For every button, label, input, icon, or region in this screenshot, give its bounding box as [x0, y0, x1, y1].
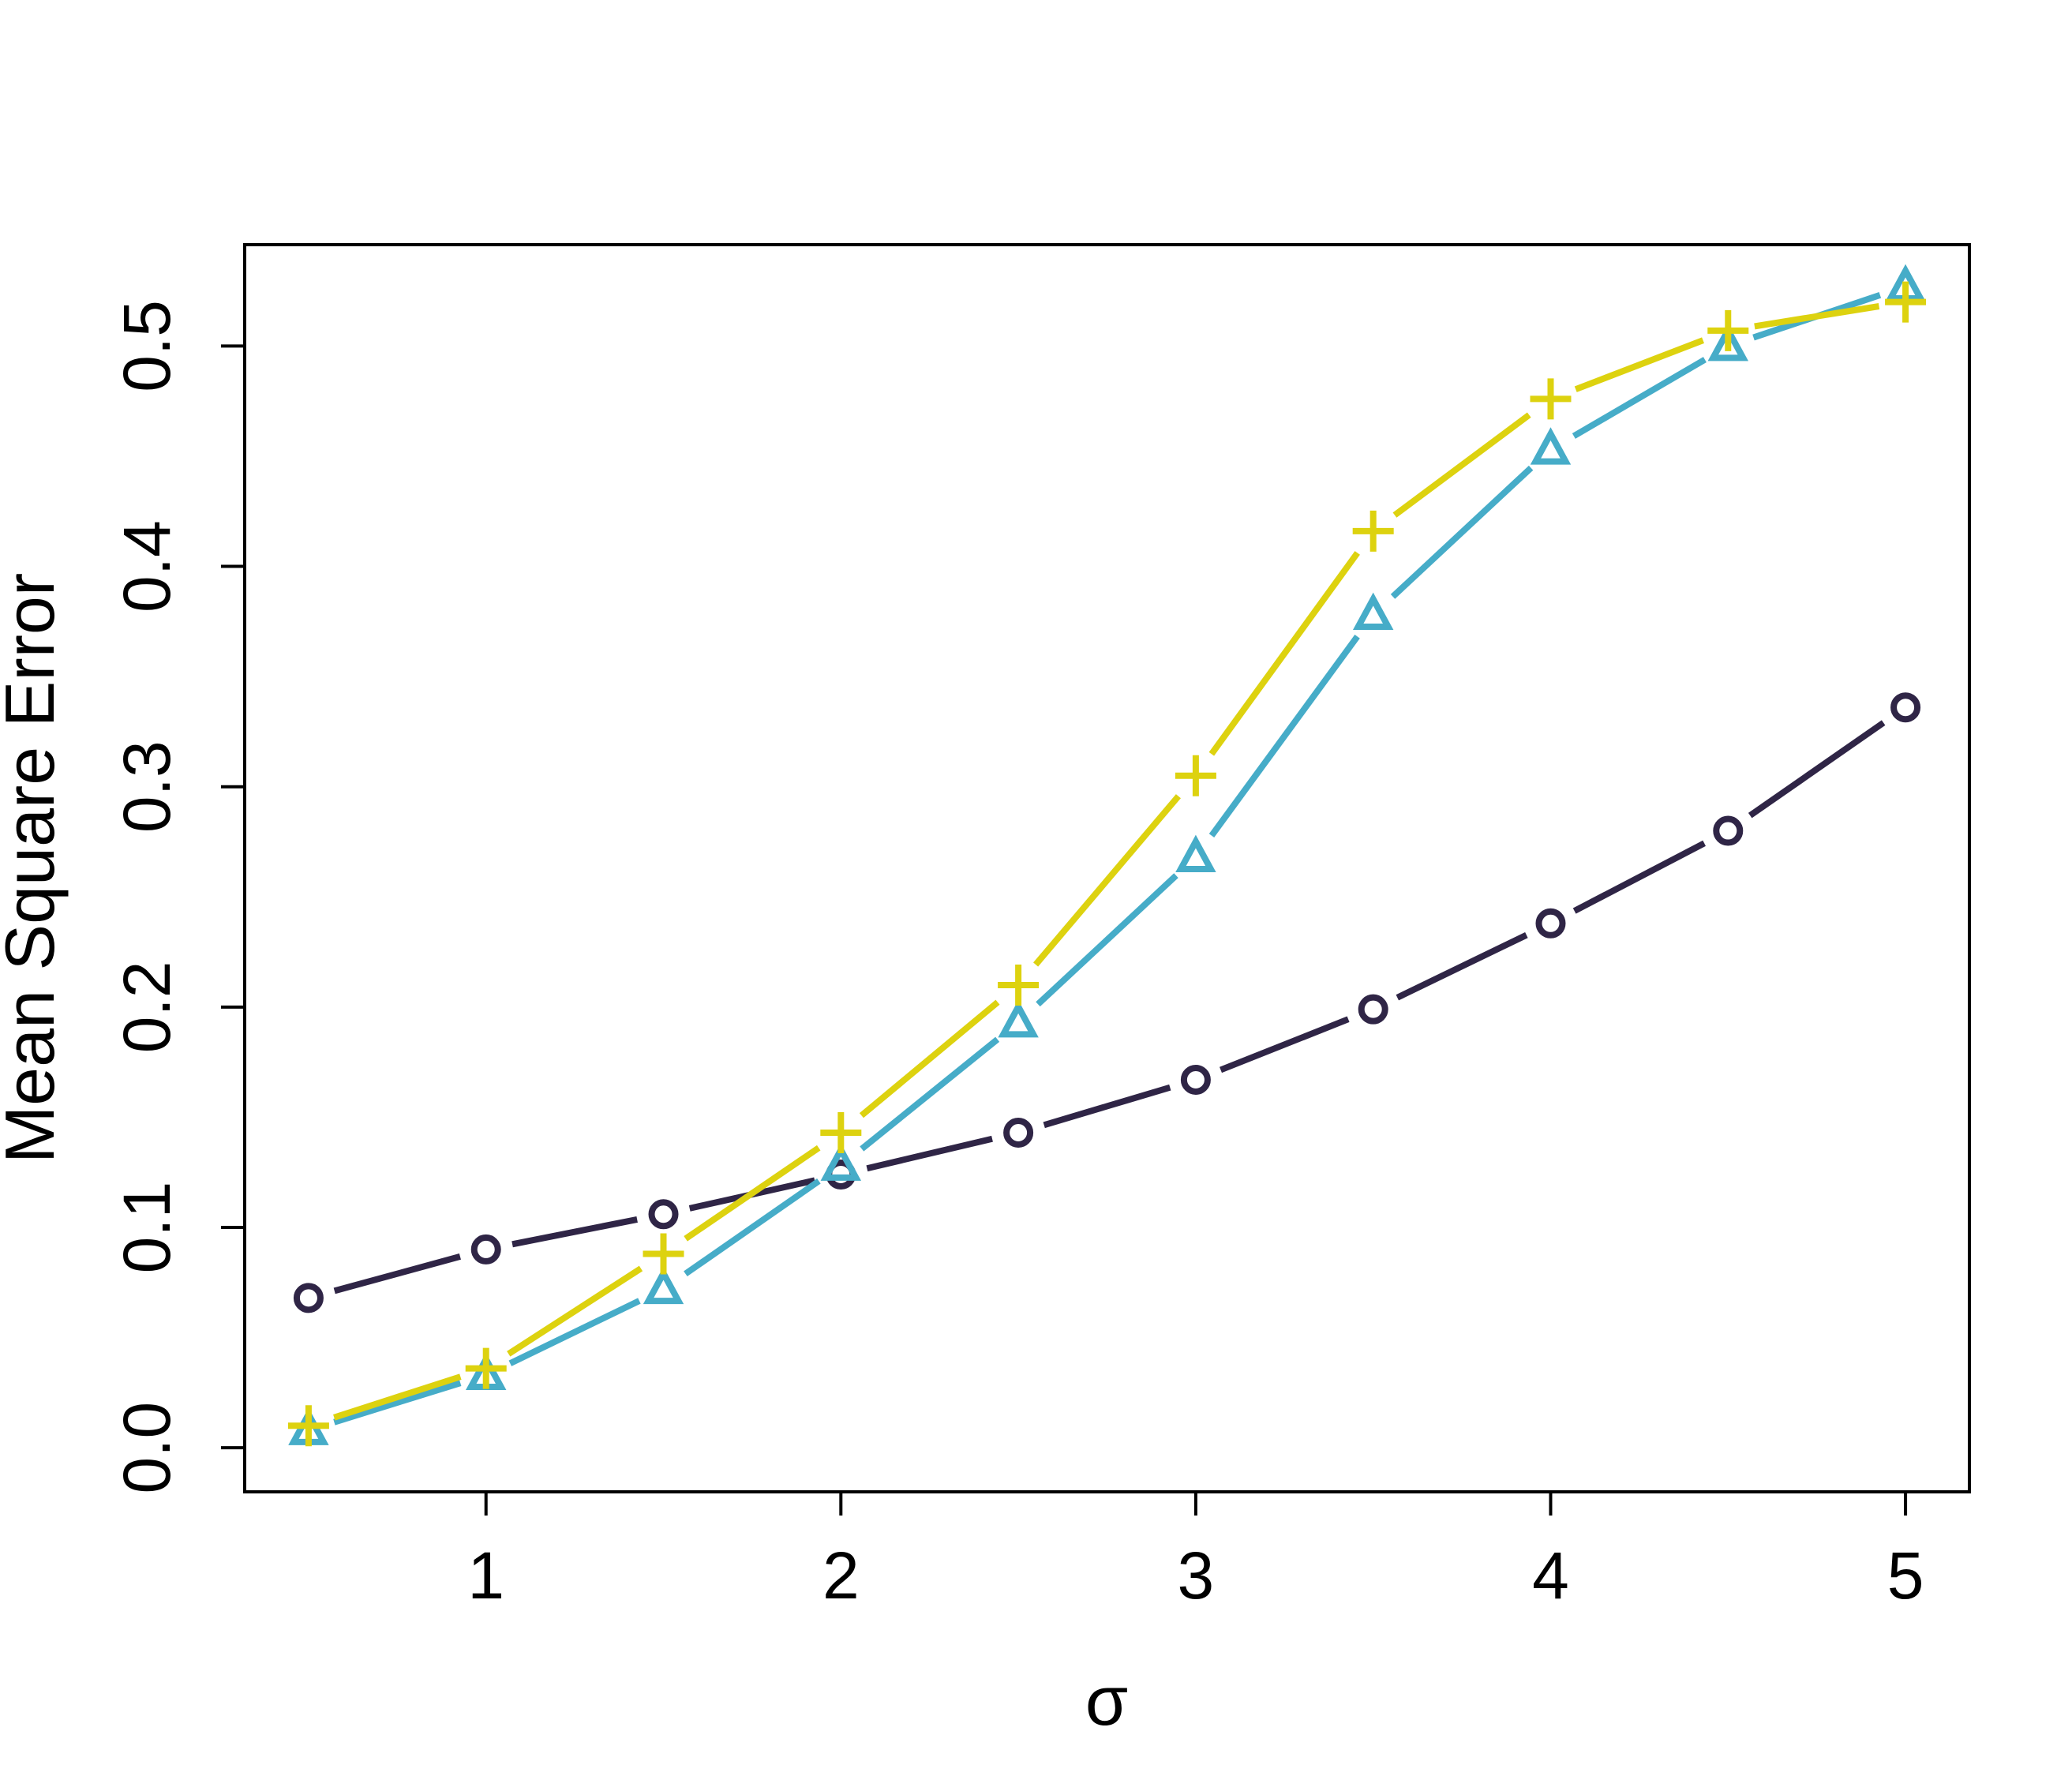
data-point-triangle: [1707, 324, 1749, 362]
data-point-triangle: [998, 1000, 1039, 1038]
data-point-plus: [820, 1111, 862, 1153]
x-tick-label: 3: [1178, 1538, 1215, 1613]
data-point-triangle: [820, 1143, 862, 1181]
data-point-circle: [648, 1199, 679, 1230]
series-line-segment: [1220, 1016, 1350, 1073]
series-line-segment: [1574, 337, 1704, 392]
series-line-segment: [1208, 551, 1360, 756]
series-line-segment: [1748, 720, 1886, 819]
series-line-segment: [1392, 412, 1531, 518]
series-line-segment: [1043, 1084, 1171, 1129]
x-tick-label: 5: [1887, 1538, 1924, 1613]
data-point-plus: [998, 964, 1040, 1006]
data-point-triangle: [1175, 834, 1216, 873]
x-axis: 1 2 3 4 5: [467, 1492, 1924, 1613]
series-line-segment: [859, 999, 1000, 1118]
data-point-triangle: [1530, 427, 1572, 465]
series-line-segment: [1033, 794, 1181, 967]
series-circle: [293, 692, 1921, 1313]
x-tick-label: 4: [1532, 1538, 1569, 1613]
y-tick-label: 0.5: [110, 300, 184, 392]
series-line-segment: [333, 1253, 461, 1295]
series-line-segment: [1754, 303, 1880, 330]
x-tick-label: 2: [822, 1538, 860, 1613]
data-point-circle: [1890, 692, 1921, 723]
data-point-plus: [1707, 309, 1749, 351]
data-point-circle: [1535, 908, 1566, 939]
data-point-plus: [643, 1233, 684, 1275]
data-point-plus: [1175, 755, 1216, 796]
series-line-segment: [860, 1036, 1000, 1152]
data-point-plus: [1530, 378, 1572, 420]
y-tick-label: 0.4: [110, 520, 184, 613]
data-point-circle: [293, 1283, 324, 1313]
y-axis-label: Mean Square Error: [0, 573, 69, 1163]
series-line-segment: [684, 1145, 821, 1242]
y-tick-label: 0.2: [110, 961, 184, 1053]
series-line-segment: [1572, 840, 1706, 914]
series-plus: [287, 281, 1927, 1447]
series-line-segment: [1208, 635, 1360, 837]
series-line-segment: [684, 1178, 821, 1277]
y-tick-label: 0.3: [110, 740, 184, 833]
data-point-plus: [1885, 281, 1927, 323]
data-point-triangle: [1352, 592, 1394, 630]
data-point-plus: [1352, 510, 1394, 552]
y-axis: 0.0 0.1 0.2 0.3 0.4 0.5: [110, 300, 245, 1494]
series-line-segment: [507, 1265, 643, 1357]
series-line-segment: [511, 1216, 638, 1248]
series-line-segment: [333, 1380, 462, 1426]
series-line-segment: [333, 1373, 462, 1421]
series-layer: [287, 264, 1927, 1447]
data-point-circle: [1358, 994, 1388, 1025]
data-point-circle: [1713, 815, 1744, 846]
series-line-segment: [1390, 465, 1534, 599]
data-point-circle: [1180, 1064, 1211, 1095]
plot-frame: [243, 243, 1971, 1493]
y-tick-label: 0.1: [110, 1182, 184, 1274]
data-point-circle: [1003, 1117, 1034, 1148]
y-tick-label: 0.0: [110, 1402, 184, 1494]
data-point-plus: [465, 1347, 507, 1389]
x-axis-label: σ: [1085, 1662, 1128, 1740]
data-point-plus: [287, 1405, 329, 1447]
data-point-circle: [470, 1234, 501, 1265]
series-line-segment: [508, 1298, 641, 1366]
series-line-segment: [1036, 873, 1178, 1007]
data-point-triangle: [643, 1266, 684, 1305]
series-line-segment: [1572, 357, 1707, 439]
x-tick-label: 1: [467, 1538, 504, 1613]
series-line-segment: [866, 1135, 993, 1172]
series-line-segment: [1396, 932, 1528, 1001]
